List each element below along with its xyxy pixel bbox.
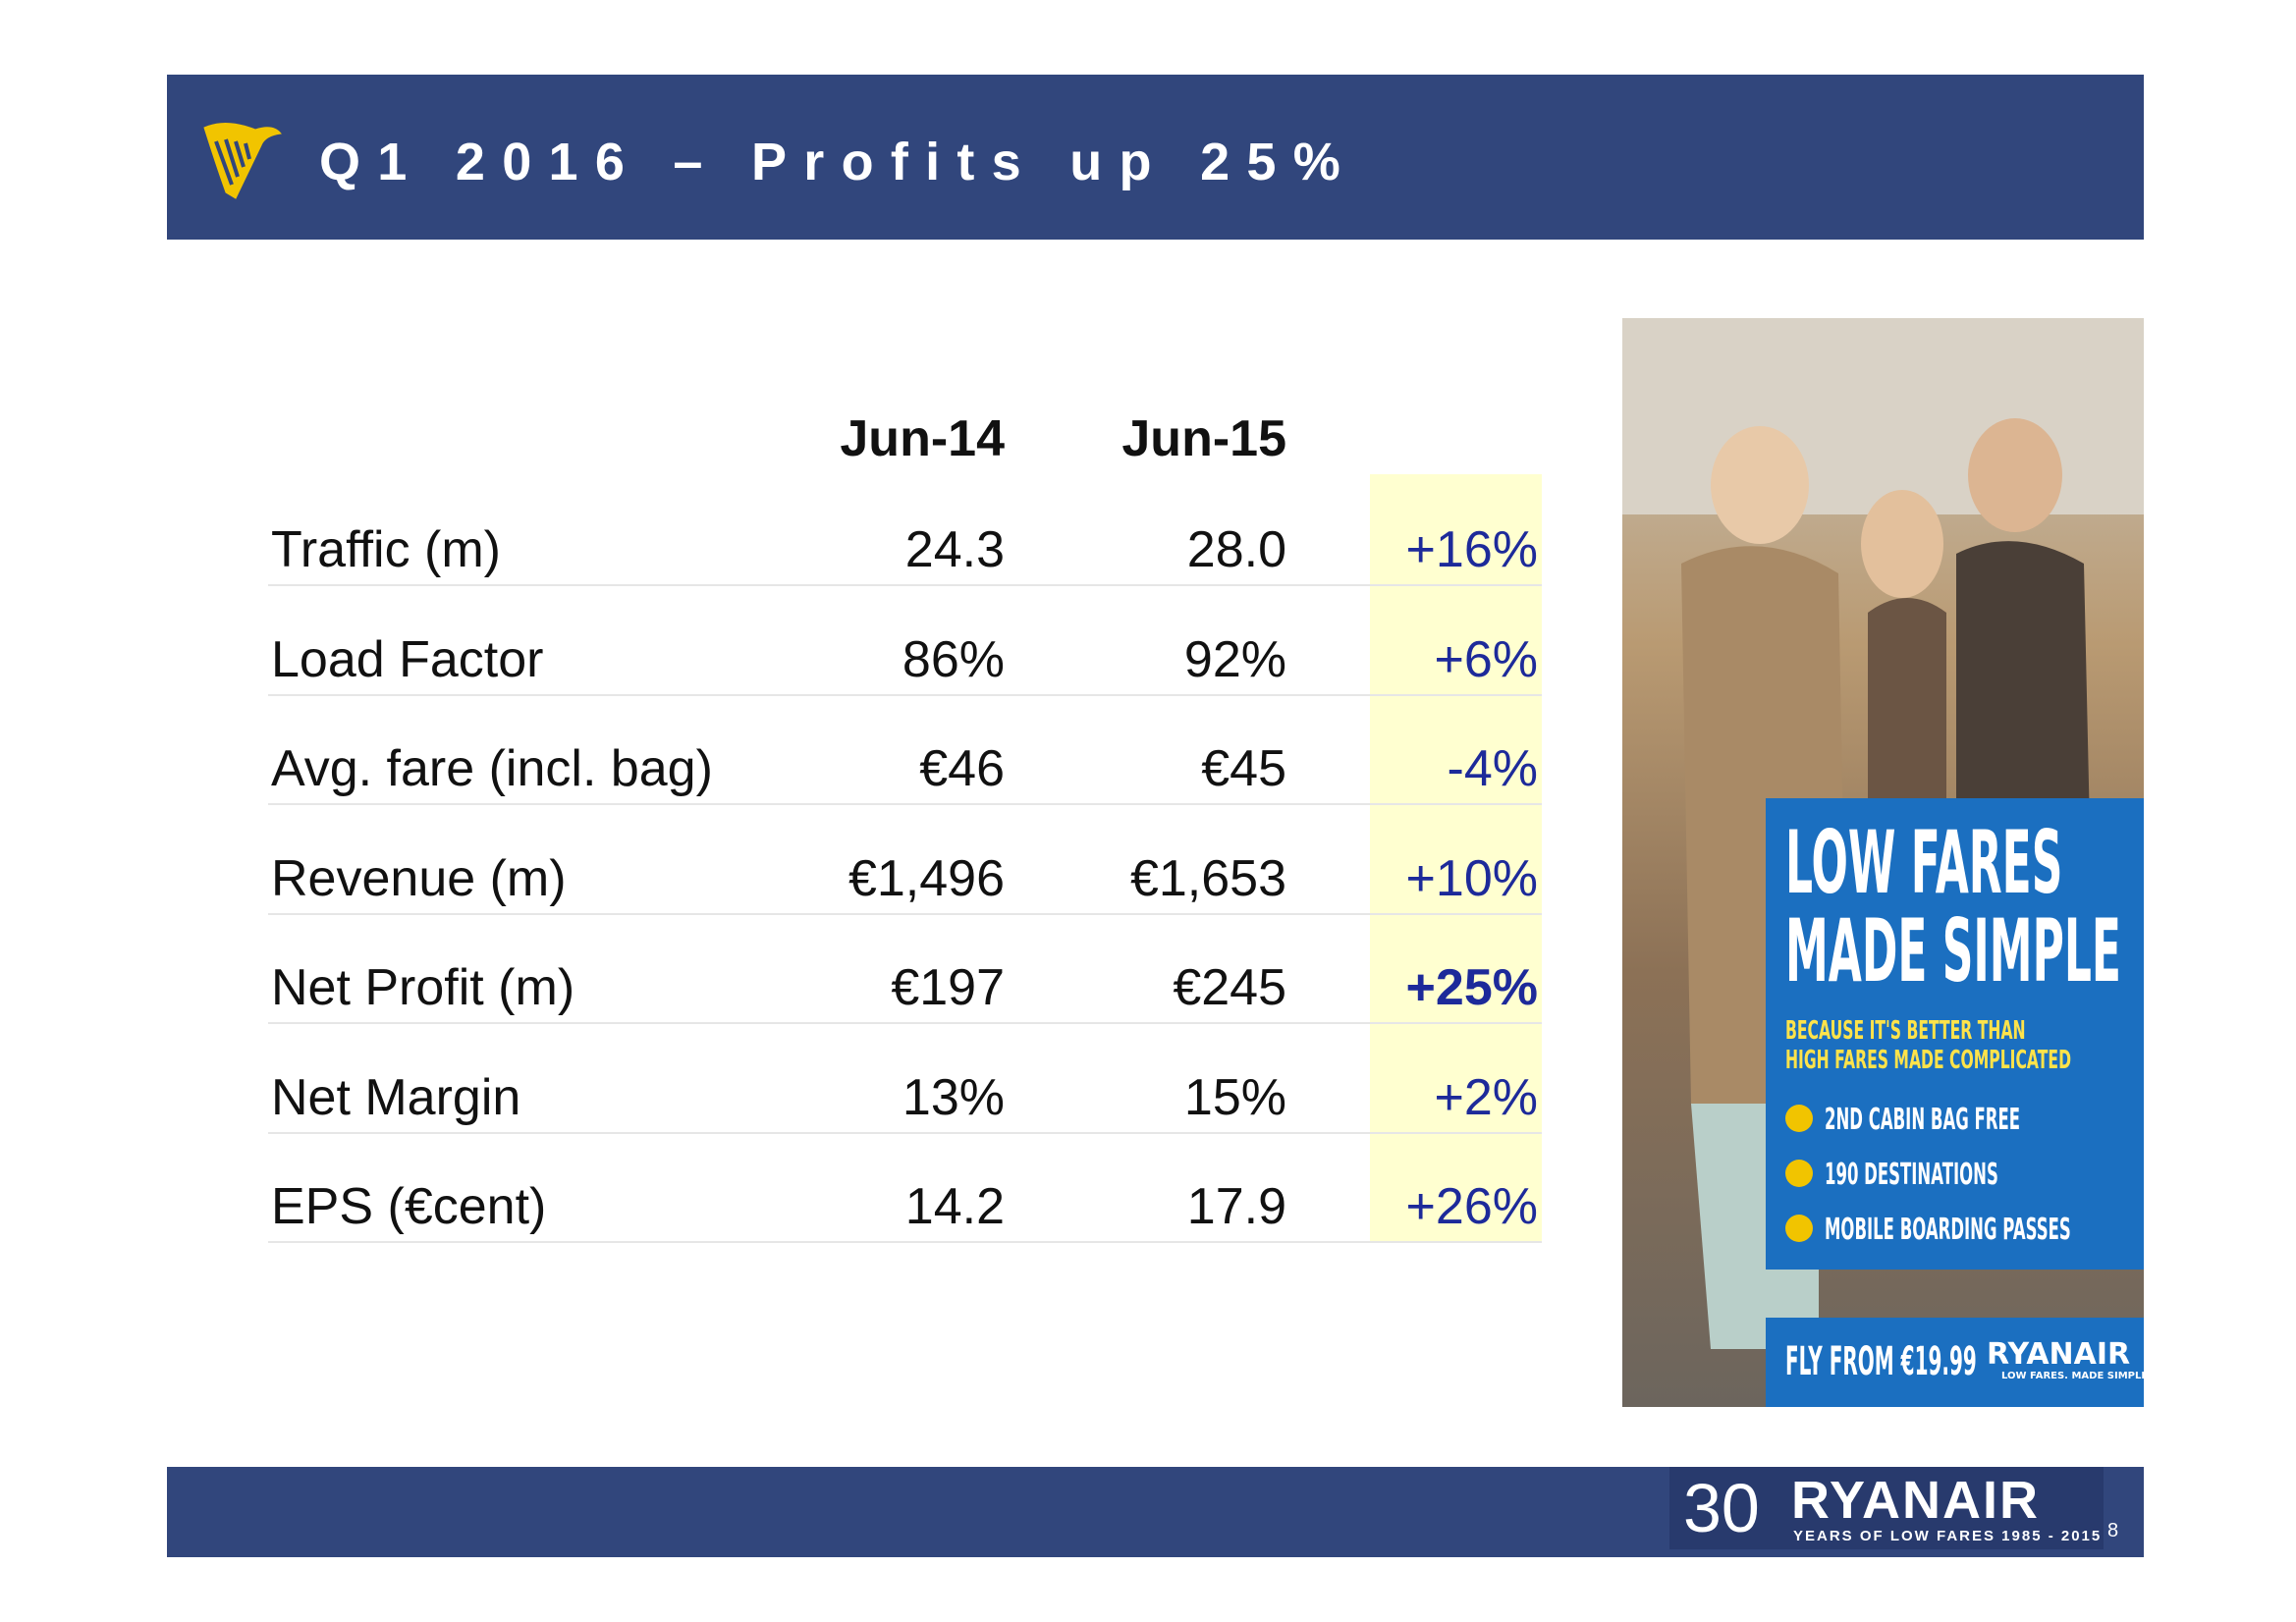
row-label: Traffic (m) — [271, 521, 501, 578]
row-label: Revenue (m) — [271, 849, 567, 907]
header-bar — [167, 75, 2144, 240]
change-cell: +6% — [1434, 630, 1538, 688]
footer-logo: 30 RYANAIR YEARS OF LOW FARES 1985 - 201… — [1669, 1467, 2104, 1549]
ad-headline: MADE SIMPLE — [1785, 900, 2121, 1001]
ad-subline: HIGH FARES MADE COMPLICATED — [1785, 1046, 2072, 1075]
change-cell: +26% — [1405, 1178, 1538, 1235]
value-cell: 86% — [902, 630, 1005, 688]
row-separator — [268, 1131, 1542, 1134]
row-label: Net Margin — [271, 1068, 521, 1126]
ad-panel: LOW FARES MADE SIMPLE BECAUSE IT'S BETTE… — [1766, 798, 2144, 1270]
change-cell: -4% — [1447, 740, 1538, 797]
value-cell: 92% — [1183, 630, 1286, 688]
row-separator — [268, 693, 1542, 696]
value-cell: 28.0 — [1186, 521, 1286, 578]
ad-feature: MOBILE BOARDING PASSES — [1825, 1213, 2071, 1247]
value-cell: €197 — [891, 959, 1005, 1016]
change-cell: +2% — [1434, 1068, 1538, 1126]
page-number: 8 — [2107, 1520, 2119, 1541]
footer-brand: RYANAIR — [1791, 1471, 2041, 1530]
ad-headline: LOW FARES — [1785, 812, 2063, 913]
footer-tagline: YEARS OF LOW FARES 1985 - 2015 — [1793, 1528, 2103, 1544]
row-separator — [268, 803, 1542, 805]
value-cell: €245 — [1173, 959, 1286, 1016]
value-cell: 15% — [1183, 1068, 1286, 1126]
value-cell: €46 — [919, 740, 1005, 797]
row-separator — [268, 912, 1542, 915]
ad-tagline: LOW FARES. MADE SIMPLE. — [2001, 1371, 2152, 1381]
ad-brand: RYANAIR — [1987, 1337, 2131, 1372]
value-cell: €1,496 — [847, 849, 1005, 907]
change-cell: +16% — [1405, 521, 1538, 578]
row-separator — [268, 584, 1542, 586]
value-cell: 14.2 — [904, 1178, 1005, 1235]
column-header: Jun-14 — [840, 410, 1005, 467]
change-cell: +10% — [1405, 849, 1538, 907]
row-separator — [268, 1022, 1542, 1024]
slide-title: Q1 2016 – Profits up 25% — [319, 133, 1357, 191]
row-separator — [268, 1241, 1542, 1243]
ad-offer: FLY FROM €19.99 — [1785, 1339, 1977, 1384]
harp-logo — [203, 123, 282, 199]
row-label: Avg. fare (incl. bag) — [271, 740, 713, 797]
ad-footer: FLY FROM €19.99 RYANAIR LOW FARES. MADE … — [1766, 1318, 2152, 1407]
feature-icons — [1785, 1105, 1813, 1242]
ad-subline: BECAUSE IT'S BETTER THAN — [1785, 1016, 2026, 1046]
value-cell: €1,653 — [1129, 849, 1286, 907]
footer-years: 30 — [1683, 1470, 1760, 1546]
value-cell: 24.3 — [904, 521, 1005, 578]
change-cell: +25% — [1405, 959, 1538, 1016]
value-cell: 17.9 — [1186, 1178, 1286, 1235]
ad-feature: 2ND CABIN BAG FREE — [1825, 1103, 2021, 1137]
row-label: EPS (€cent) — [271, 1178, 547, 1235]
column-header: Jun-15 — [1121, 410, 1286, 467]
ad-feature: 190 DESTINATIONS — [1825, 1158, 1998, 1192]
row-label: Net Profit (m) — [271, 959, 575, 1016]
row-label: Load Factor — [271, 630, 544, 688]
highlight-column — [1370, 474, 1542, 1242]
value-cell: 13% — [902, 1068, 1005, 1126]
value-cell: €45 — [1201, 740, 1286, 797]
